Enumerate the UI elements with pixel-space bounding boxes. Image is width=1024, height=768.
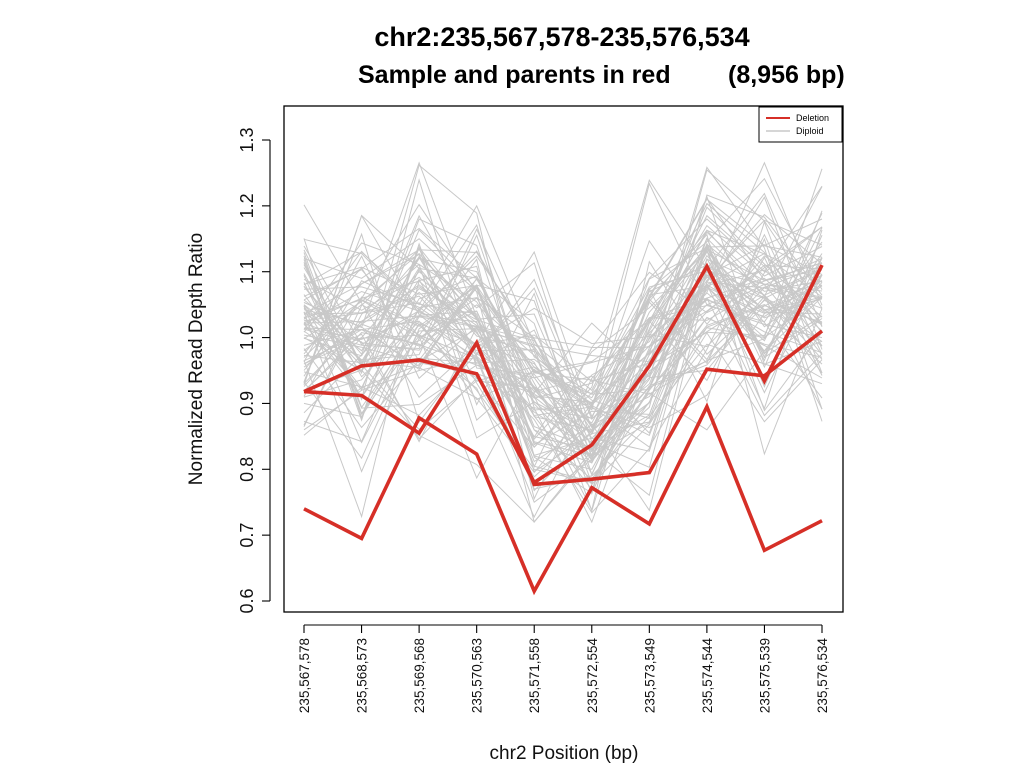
x-tick-label: 235,569,568: [412, 638, 427, 713]
x-tick-label: 235,574,544: [700, 638, 715, 714]
diploid-series-line: [303, 192, 823, 446]
x-axis: 235,567,578 235,568,573 235,569,568 235,570…: [297, 624, 830, 714]
y-axis-label: Normalized Read Depth Ratio: [186, 233, 207, 485]
y-tick-label: 0.8: [237, 457, 257, 482]
diploid-series-line: [303, 226, 823, 429]
x-tick-label: 235,573,549: [642, 638, 657, 713]
diploid-series-line: [303, 178, 823, 448]
y-axis: 0.6 0.7 0.8 0.9 1.0 1.1 1.2 1.3: [237, 127, 271, 614]
plot-frame: [283, 105, 844, 613]
diploid-series-line: [303, 185, 823, 392]
legend-deletion-label: Deletion: [796, 113, 829, 123]
chart-subtitle-span: (8,956 bp): [728, 61, 845, 89]
x-tick-label: 235,567,578: [297, 638, 312, 713]
diploid-series-line: [303, 266, 823, 363]
diploid-series-line: [303, 161, 823, 485]
diploid-series-line: [303, 239, 823, 408]
diploid-series-line: [303, 210, 823, 459]
x-tick-label: 235,575,539: [757, 638, 772, 713]
diploid-series-line: [303, 271, 823, 443]
diploid-series-line: [303, 182, 823, 421]
diploid-series-line: [303, 268, 823, 497]
diploid-series-line: [303, 244, 823, 456]
diploid-series-line: [303, 164, 823, 494]
diploid-series-line: [303, 227, 823, 464]
y-tick-label: 1.3: [237, 127, 257, 152]
y-tick-label: 1.0: [237, 325, 257, 350]
deletion-series-line-3: [303, 402, 823, 596]
x-tick-label: 235,571,558: [527, 638, 542, 713]
diploid-series-line: [303, 233, 823, 523]
diploid-series-line: [303, 229, 823, 429]
deletion-series-line-2: [303, 329, 824, 487]
diploid-series-line: [303, 267, 823, 463]
diploid-series-line: [303, 255, 823, 468]
chart-title: chr2:235,567,578-235,576,534: [374, 22, 749, 52]
diploid-series-line: [303, 255, 823, 434]
legend-diploid-label: Diploid: [796, 126, 824, 136]
y-tick-label: 0.7: [237, 523, 257, 548]
titles: chr2:235,567,578-235,576,534 Sample and …: [358, 22, 845, 89]
legend: Deletion Diploid: [758, 106, 843, 143]
diploid-series-line: [303, 245, 823, 441]
diploid-series-line: [303, 177, 823, 419]
diploid-series-line: [303, 196, 823, 409]
x-tick-label: 235,572,554: [585, 638, 600, 714]
x-tick-label: 235,570,563: [470, 638, 485, 713]
diploid-series-line: [303, 256, 823, 399]
diploid-series-line: [303, 169, 823, 453]
x-tick-label: 235,568,573: [355, 638, 370, 713]
deletion-lines: [303, 262, 824, 596]
chart-subtitle-sample: Sample and parents in red: [358, 61, 671, 89]
diploid-series-line: [303, 194, 823, 473]
y-tick-label: 1.1: [237, 259, 257, 284]
diploid-series-line: [303, 212, 823, 491]
diploid-series-line: [303, 249, 823, 443]
diploid-series-line: [303, 233, 823, 448]
y-tick-label: 1.2: [237, 193, 257, 218]
x-axis-label: chr2 Position (bp): [490, 743, 639, 764]
y-tick-label: 0.6: [237, 588, 257, 613]
deletion-series-line-1: [303, 262, 824, 486]
y-tick-label: 0.9: [237, 391, 257, 416]
legend-box: [758, 106, 843, 143]
diploid-series-line: [303, 214, 823, 461]
diploid-lines: [303, 161, 823, 524]
x-tick-label: 235,576,534: [815, 638, 830, 714]
diploid-series-line: [303, 285, 823, 519]
